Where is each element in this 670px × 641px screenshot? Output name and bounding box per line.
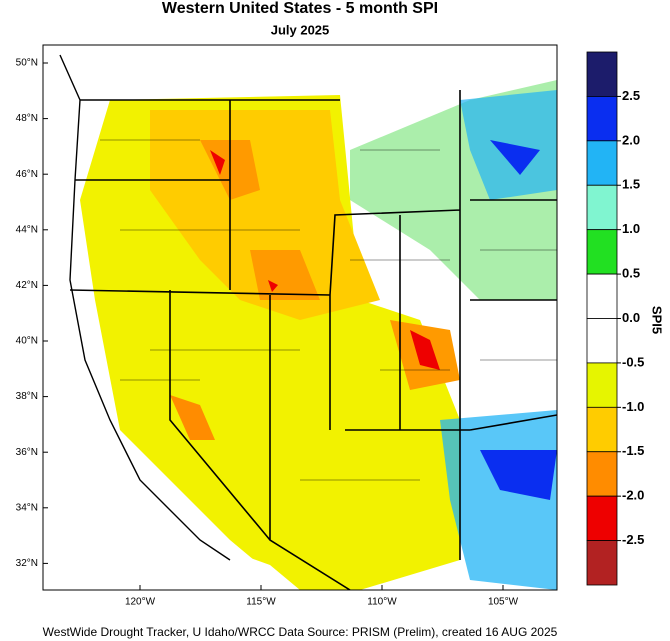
colorbar-box (586, 362, 618, 408)
colorbar-box (586, 184, 618, 231)
lat-label: 46°N (16, 169, 38, 180)
lon-label: 115°W (246, 597, 276, 608)
colorbar-label: -2.0 (622, 488, 644, 503)
colorbar-box (586, 273, 618, 319)
lat-label: 34°N (16, 502, 38, 513)
lon-label: 105°W (488, 597, 519, 608)
lat-label: 50°N (16, 58, 38, 69)
lat-label: 42°N (16, 280, 38, 291)
colorbar-label: -1.5 (622, 443, 644, 458)
subtitle: July 2025 (271, 22, 330, 37)
colorbar-label: -0.5 (622, 354, 644, 369)
lat-label: 32°N (16, 558, 38, 569)
map-area (42, 44, 558, 591)
colorbar-box (586, 318, 618, 364)
colorbar-box (586, 140, 618, 186)
title: Western United States - 5 month SPI (162, 0, 438, 17)
colorbar-label: 1.5 (622, 177, 640, 192)
lon-label: 120°W (125, 597, 156, 608)
colorbar-label: 0.0 (622, 310, 640, 325)
colorbar-label: -1.0 (622, 399, 644, 414)
lat-label: 40°N (16, 336, 38, 347)
colorbar-label: 2.5 (622, 88, 640, 103)
lat-label: 36°N (16, 447, 38, 458)
colorbar-box (586, 495, 618, 541)
colorbar-label: 2.0 (622, 132, 640, 147)
colorbar-label: 0.5 (622, 266, 640, 281)
colorbar-box (586, 229, 618, 275)
colorbar-box (586, 451, 618, 497)
colorbar-box (586, 406, 618, 453)
colorbar-box (586, 96, 618, 142)
colorbar-box (586, 51, 618, 97)
lat-label: 44°N (16, 224, 38, 235)
colorbar-title: SPI5 (650, 306, 665, 334)
lon-label: 110°W (367, 597, 397, 608)
colorbar-label: -2.5 (622, 532, 644, 547)
footer: WestWide Drought Tracker, U Idaho/WRCC D… (43, 625, 558, 639)
lat-label: 38°N (16, 391, 38, 402)
lat-label: 48°N (16, 113, 38, 124)
colorbar-box (586, 540, 618, 586)
colorbar-label: 1.0 (622, 221, 640, 236)
